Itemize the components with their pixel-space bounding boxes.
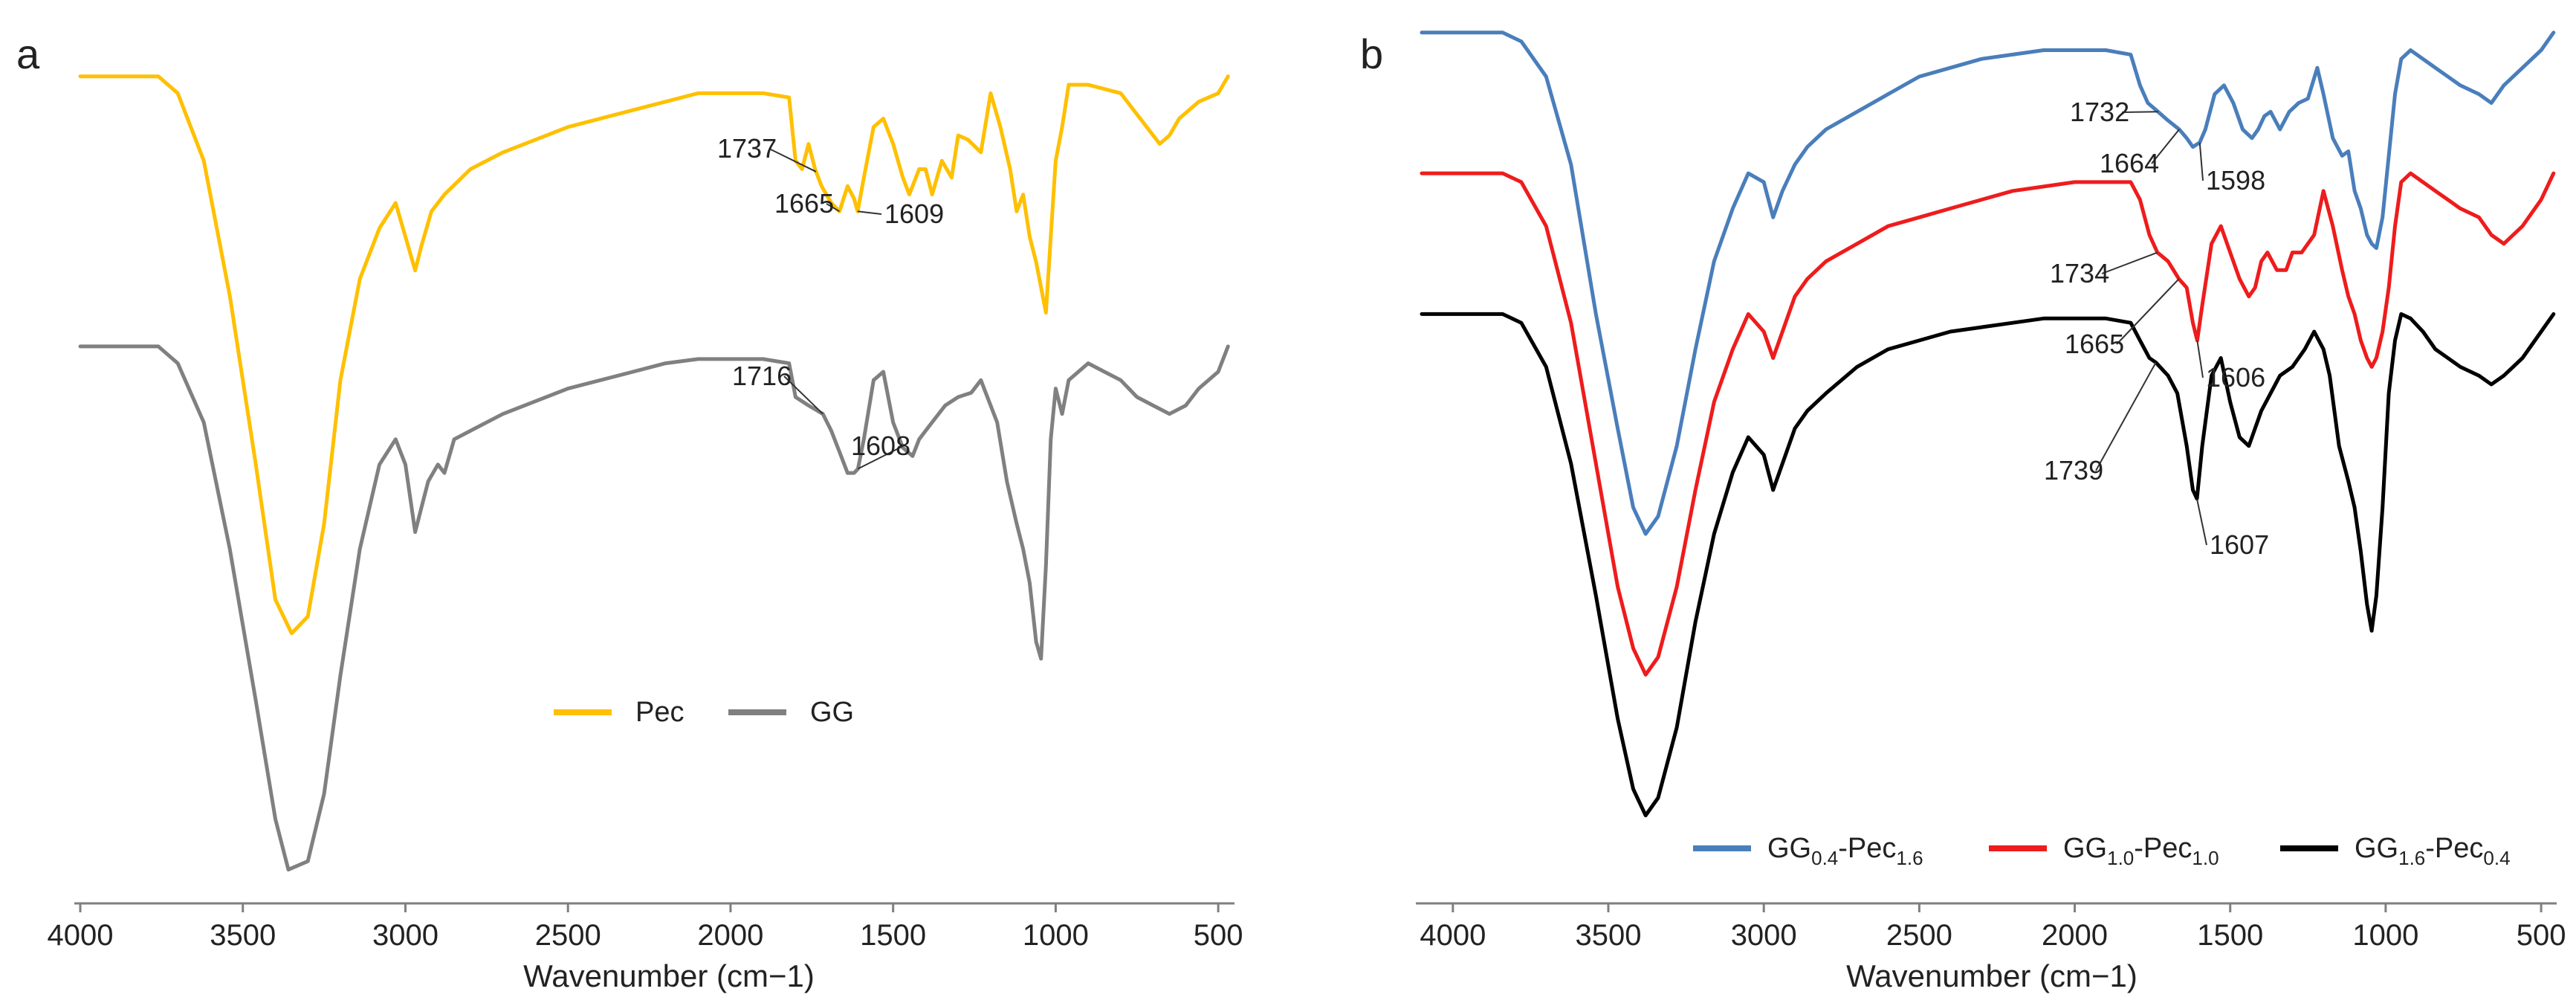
panel-b-x-axis-title: Wavenumber (cm−1) [1846,958,2138,993]
panel-a-peak-leader [857,445,904,470]
panel-a-x-tick-label: 2000 [697,919,763,952]
panel-a-x-tick-label: 3000 [372,919,438,952]
panel-a-peak-label: 1665 [774,188,834,219]
panel-b-x-tick-label: 1000 [2352,919,2418,952]
panel-a-x-tick-label: 3500 [210,919,276,952]
panel-b-x-tick-label: 2500 [1886,919,1952,952]
panel-a-chart: a 4000 3500 3000 2500 2000 1500 1000 500 Wavenumb… [16,30,1243,993]
panel-a-peak-leader [768,148,817,172]
panel-b-x-tick-label: 2000 [2042,919,2108,952]
panel-a-x-axis-title: Wavenumber (cm−1) [523,958,815,993]
panel-b-chart: b 4000 3500 3000 2500 2000 1500 1000 500 Wavenumb… [1360,30,2566,993]
panel-b-x-tick-label: 3500 [1576,919,1642,952]
panel-a-x-tick-label: 4000 [48,919,114,952]
panel-b-legend-label: GG0.4-Pec1.6 [1767,833,1923,869]
panel-b-x-tick-label: 3000 [1731,919,1797,952]
panel-b-peak-leader [2101,251,2158,274]
panel-b-peak-label: 1607 [2210,529,2269,560]
panel-b-peak-label: 1665 [2065,329,2124,359]
panel-b-x-tick-label: 500 [2517,919,2566,952]
panel-b-series-line-2 [1420,171,2556,677]
panel-b-x-tick-label: 1500 [2197,919,2263,952]
panel-a-peak-label: 1737 [717,133,777,164]
panel-a-peak-label: 1609 [884,199,944,229]
panel-b-peak-leader [2196,340,2204,378]
panel-a-x-tick-label: 500 [1194,919,1243,952]
panel-b-peak-label: 1598 [2206,165,2265,196]
panel-a-peak-label: 1716 [732,361,792,391]
panel-b-peak-label: 1664 [2100,148,2159,178]
panel-a-x-tick-label: 1000 [1023,919,1089,952]
panel-a-series-line-1 [78,74,1230,636]
panel-b-peak-leader [2095,361,2157,471]
panel-a-legend-label: GG [810,697,854,728]
panel-a-peak-leader [826,203,840,213]
panel-b-series-line-3 [1420,312,2556,818]
panel-a-legend-label: Pec [635,697,684,728]
panel-b-peak-label: 1739 [2044,455,2103,486]
panel-b-peak-label: 1734 [2050,258,2109,288]
panel-b-series-line-1 [1420,30,2556,536]
panel-b-peak-label: 1606 [2206,362,2265,393]
panel-a-x-tick-label: 2500 [535,919,601,952]
panel-b-legend-label: GG1.0-Pec1.0 [2063,833,2219,869]
panel-a-x-tick-label: 1500 [860,919,926,952]
panel-a-series-line-2 [78,344,1230,872]
panel-b-peak-leader [2198,142,2204,181]
panel-b-peak-leader [2116,278,2180,345]
panel-b-legend-label: GG1.6-Pec0.4 [2355,833,2511,869]
panel-a-peak-leader [857,210,882,215]
panel-a-letter: a [16,30,40,77]
panel-a-peak-leader [783,375,823,415]
panel-a-peak-label: 1608 [851,431,910,461]
panel-b-x-tick-label: 4000 [1420,919,1486,952]
panel-b-letter: b [1360,30,1383,77]
panel-b-peak-label: 1732 [2070,97,2129,127]
panel-b-peak-leader [2151,129,2180,164]
panel-b-peak-leader [2195,498,2207,546]
